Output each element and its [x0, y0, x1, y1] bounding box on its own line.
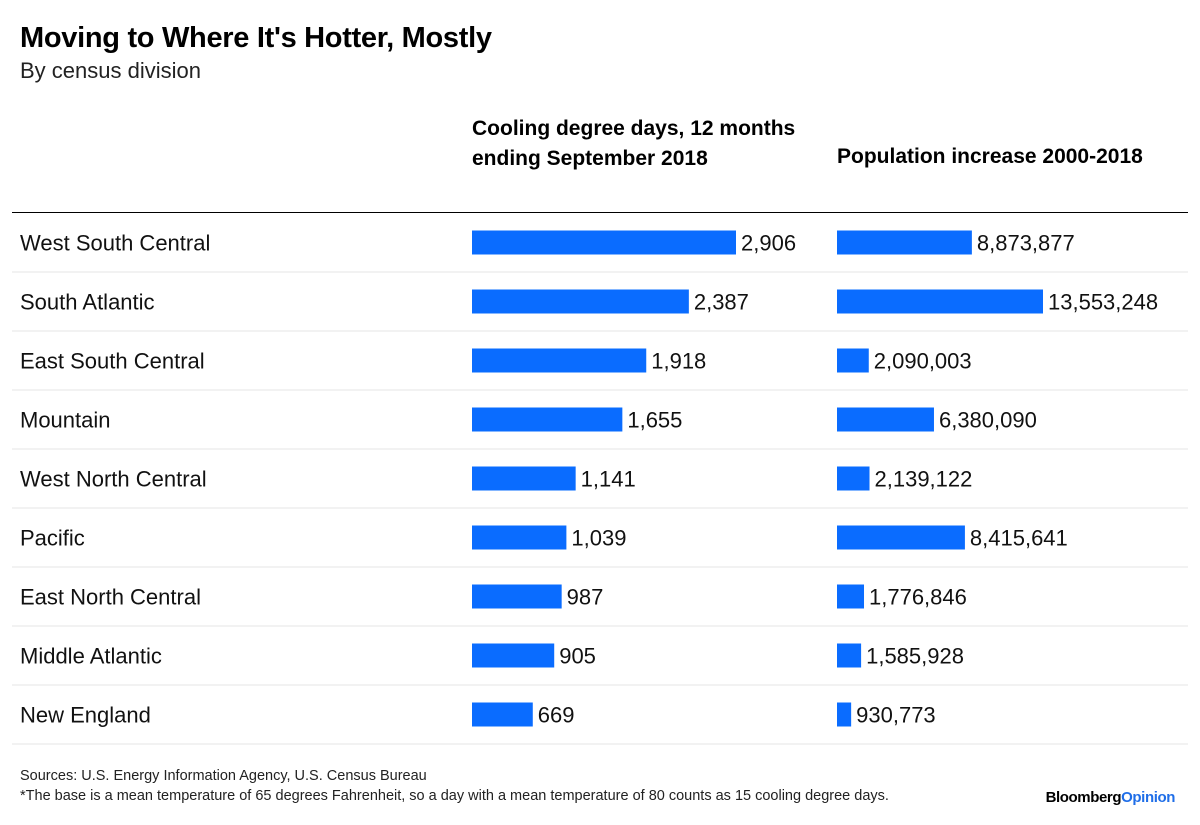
- data-label: 669: [538, 703, 575, 728]
- header-divider: [12, 212, 1188, 213]
- category-label: Middle Atlantic: [20, 644, 162, 669]
- data-label: 1,141: [581, 467, 636, 492]
- data-label: 8,873,877: [977, 231, 1075, 256]
- bar-cooling-degree-days: [472, 230, 736, 255]
- bar-population-increase: [837, 230, 972, 255]
- bar-cooling-degree-days: [472, 407, 623, 432]
- bar-cooling-degree-days: [472, 466, 576, 491]
- bar-population-increase: [837, 348, 869, 373]
- chart-title: Moving to Where It's Hotter, Mostly: [20, 22, 492, 54]
- category-label: Mountain: [20, 408, 111, 433]
- bar-cooling-degree-days: [472, 584, 562, 609]
- bar-population-increase: [837, 702, 852, 727]
- data-label: 2,906: [741, 231, 796, 256]
- data-label: 13,553,248: [1048, 290, 1158, 315]
- bar-population-increase: [837, 289, 1043, 314]
- column-header-cooling-degree-days: Cooling degree days, 12 months ending Se…: [472, 117, 796, 170]
- data-label: 2,139,122: [875, 467, 973, 492]
- data-label: 2,090,003: [874, 349, 972, 374]
- data-label: 1,585,928: [866, 644, 964, 669]
- data-label: 987: [567, 585, 604, 610]
- bloomberg-opinion-logo: BloombergOpinion: [1045, 789, 1176, 806]
- bar-cooling-degree-days: [472, 525, 567, 550]
- category-label: New England: [20, 703, 151, 728]
- bar-population-increase: [837, 466, 870, 491]
- bar-cooling-degree-days: [472, 289, 689, 314]
- category-label: West South Central: [20, 231, 210, 256]
- bar-cooling-degree-days: [472, 643, 555, 668]
- category-label: Pacific: [20, 526, 85, 551]
- data-label: 1,655: [627, 408, 682, 433]
- category-label: West North Central: [20, 467, 207, 492]
- category-label: East North Central: [20, 585, 201, 610]
- footer-notes: Sources: U.S. Energy Information Agency,…: [20, 766, 889, 806]
- brand-opinion: Opinion: [1121, 789, 1175, 806]
- bar-cooling-degree-days: [472, 702, 533, 727]
- data-label: 1,039: [571, 526, 626, 551]
- data-label: 905: [559, 644, 596, 669]
- bar-population-increase: [837, 584, 865, 609]
- bar-population-increase: [837, 643, 862, 668]
- bar-population-increase: [837, 407, 934, 432]
- footnote-text: *The base is a mean temperature of 65 de…: [20, 788, 889, 804]
- bar-cooling-degree-days: [472, 348, 647, 373]
- brand-bloomberg: Bloomberg: [1045, 789, 1122, 806]
- category-label: East South Central: [20, 349, 205, 374]
- column-header-population-increase: Population increase 2000-2018: [837, 145, 1143, 168]
- data-label: 1,776,846: [869, 585, 967, 610]
- data-label: 8,415,641: [970, 526, 1068, 551]
- data-label: 6,380,090: [939, 408, 1037, 433]
- data-label: 2,387: [694, 290, 749, 315]
- bar-population-increase: [837, 525, 965, 550]
- data-label: 1,918: [651, 349, 706, 374]
- chart-subtitle: By census division: [20, 58, 201, 83]
- category-label: South Atlantic: [20, 290, 155, 315]
- sources-text: Sources: U.S. Energy Information Agency,…: [20, 768, 427, 784]
- data-label: 930,773: [856, 703, 936, 728]
